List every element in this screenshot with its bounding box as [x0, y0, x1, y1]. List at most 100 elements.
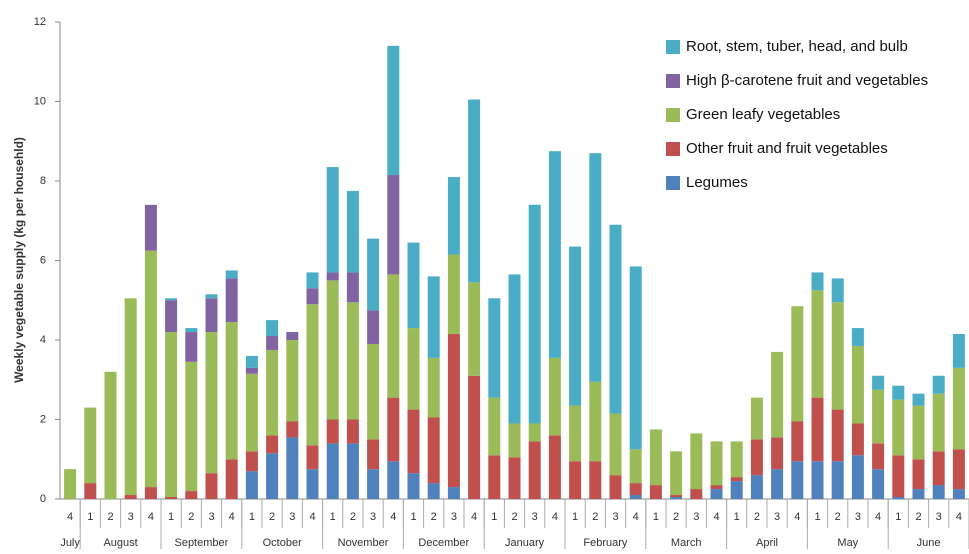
bar-segment: [548, 435, 561, 499]
x-tick-label: 3: [532, 511, 538, 523]
bar-segment: [528, 204, 541, 424]
x-tick-label: 1: [410, 511, 416, 523]
group-label: April: [756, 537, 778, 549]
bar-segment: [124, 495, 137, 499]
bar-segment: [649, 429, 662, 486]
bar-segment: [447, 254, 460, 335]
bar-segment: [447, 334, 460, 488]
y-tick-label: 8: [40, 175, 46, 187]
legend-swatch: [666, 176, 680, 190]
bar-segment: [912, 489, 925, 499]
bar-segment: [932, 375, 945, 394]
bar-segment: [245, 367, 258, 374]
bar-segment: [629, 483, 642, 496]
group-label: July: [60, 537, 80, 549]
bar-segment: [84, 407, 97, 484]
bar-segment: [165, 497, 178, 499]
y-tick-label: 0: [40, 493, 46, 505]
bar-segment: [892, 385, 905, 400]
bar-segment: [306, 469, 319, 499]
bar-segment: [205, 294, 218, 299]
bar-segment: [306, 288, 319, 305]
bar-segment: [427, 357, 440, 418]
bar-segment: [750, 397, 763, 440]
bar-segment: [266, 336, 279, 350]
bar-segment: [165, 300, 178, 333]
x-tick-label: 1: [249, 511, 255, 523]
x-tick-label: 2: [673, 511, 679, 523]
bar-segment: [488, 397, 501, 456]
bar-segment: [528, 423, 541, 442]
x-tick-label: 3: [451, 511, 457, 523]
bar-segment: [932, 393, 945, 452]
bar-segment: [306, 445, 319, 470]
x-tick-label: 1: [168, 511, 174, 523]
x-tick-label: 2: [188, 511, 194, 523]
bar-segment: [367, 238, 380, 311]
bar-segment: [225, 278, 238, 323]
bar-segment: [811, 461, 824, 499]
x-tick-label: 3: [936, 511, 942, 523]
bar-segment: [791, 306, 804, 422]
bar-segment: [245, 451, 258, 472]
bar-segment: [326, 280, 339, 420]
bar-segment: [528, 441, 541, 499]
x-tick-label: 2: [107, 511, 113, 523]
bar-segment: [427, 483, 440, 499]
bar-segment: [245, 373, 258, 452]
bar-segment: [266, 435, 279, 454]
bar-segment: [952, 367, 965, 450]
bar-segment: [447, 487, 460, 499]
bar-segment: [185, 328, 198, 333]
group-label: June: [917, 537, 941, 549]
x-tick-label: 3: [612, 511, 618, 523]
y-tick-label: 12: [34, 16, 46, 28]
bar-segment: [750, 439, 763, 476]
x-tick-label: 4: [67, 511, 73, 523]
x-tick-label: 2: [350, 511, 356, 523]
bar-segment: [629, 495, 642, 499]
bar-segment: [185, 332, 198, 362]
bar-segment: [851, 328, 864, 346]
x-tick-label: 1: [87, 511, 93, 523]
bar-segment: [892, 399, 905, 456]
bar-segment: [447, 177, 460, 255]
bar-segment: [387, 45, 400, 176]
x-tick-label: 1: [895, 511, 901, 523]
bar-segment: [831, 409, 844, 462]
y-tick-label: 10: [34, 95, 46, 107]
x-tick-label: 3: [208, 511, 214, 523]
bar-segment: [185, 361, 198, 492]
bar-segment: [771, 437, 784, 470]
group-label: February: [583, 537, 628, 549]
bar-segment: [892, 497, 905, 499]
x-tick-label: 3: [289, 511, 295, 523]
bar-segment: [670, 497, 683, 499]
y-tick-label: 2: [40, 413, 46, 425]
bar-segment: [367, 310, 380, 344]
legend-label: Other fruit and fruit vegetables: [686, 140, 888, 157]
bar-segment: [266, 453, 279, 499]
bar-segment: [831, 278, 844, 303]
bar-segment: [407, 409, 420, 474]
bar-segment: [932, 451, 945, 486]
y-tick-label: 4: [40, 334, 46, 346]
bar-segment: [791, 421, 804, 462]
bar-segment: [64, 469, 77, 499]
x-tick-label: 1: [653, 511, 659, 523]
legend-swatch: [666, 74, 680, 88]
y-axis-label: Weekly vegetable supply (kg per househld…: [12, 137, 26, 383]
bar-segment: [508, 274, 521, 424]
bar-segment: [811, 397, 824, 462]
group-label: May: [837, 537, 858, 549]
bar-segment: [346, 443, 359, 499]
x-tick-label: 4: [229, 511, 235, 523]
bar-segment: [569, 246, 582, 406]
bar-segment: [326, 272, 339, 281]
x-tick-label: 2: [431, 511, 437, 523]
x-tick-label: 4: [552, 511, 558, 523]
bar-segment: [730, 441, 743, 478]
bar-segment: [548, 357, 561, 436]
x-tick-label: 3: [774, 511, 780, 523]
x-tick-label: 2: [269, 511, 275, 523]
